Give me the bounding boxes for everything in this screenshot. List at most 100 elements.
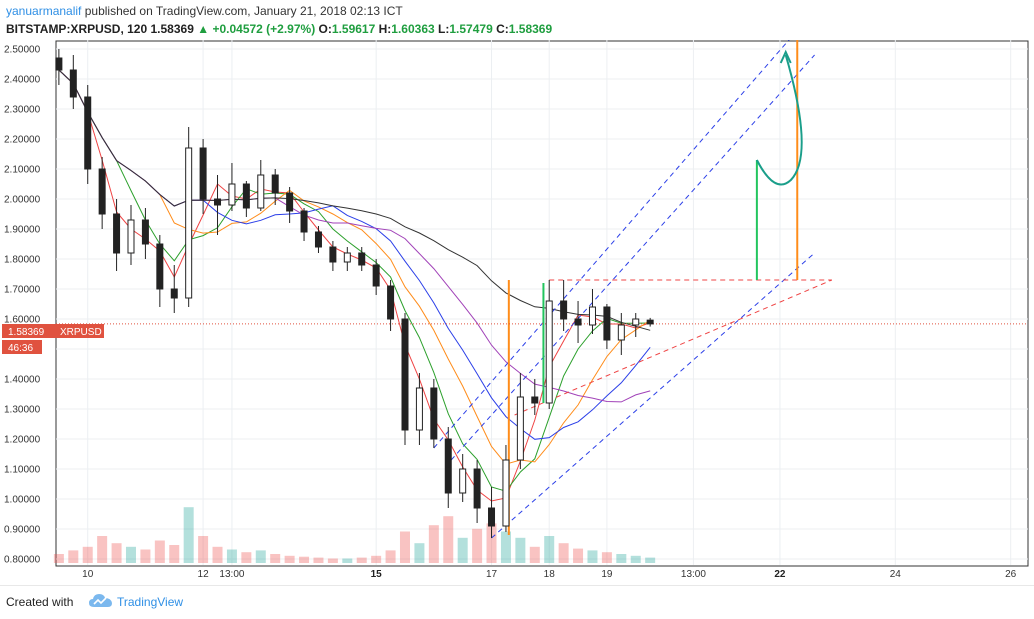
volume-bar [183,507,194,563]
created-with-text: Created with [6,595,74,609]
y-tick-label: 1.20000 [4,435,41,446]
footer: Created with TradingView [0,585,1034,619]
candle-body [69,69,77,98]
moving-averages [58,69,651,502]
volume-bar [500,531,511,563]
candle-body [415,387,423,431]
candle [257,160,265,211]
candle [113,199,121,271]
y-tick-label: 2.40000 [4,75,41,86]
candle [488,487,496,538]
candle-body [358,252,366,266]
plot-frame [55,40,1029,567]
price-chart[interactable]: 2.50000 2.40000 2.30000 2.20000 2.10000 2.000… [0,40,1034,584]
volume-bar [356,557,367,563]
candle [502,445,510,532]
symbol-label: BITSTAMP:XRPUSD, 120 [6,22,148,36]
candle-body [55,57,63,71]
y-tick-label: 2.30000 [4,105,41,116]
volume-bar [327,558,338,563]
volume-bar [125,546,136,563]
candle [387,280,395,331]
up-arrow-icon: ▲ [197,22,210,36]
candle-body [228,183,236,206]
candle-body [242,183,250,209]
candle-body [545,300,553,404]
candle-body [113,213,121,254]
candle [358,247,366,271]
candle-body [603,306,611,341]
high-value: 1.60363 [391,22,435,36]
candle-body [444,438,452,494]
volume-bar [270,554,281,563]
candles [55,49,654,538]
candle [271,169,279,205]
low-label: L: [438,22,450,36]
author-link[interactable]: yanuarmanalif [6,4,82,18]
candle-body [516,396,524,461]
candle [314,226,322,253]
channel-upper-line [433,40,790,449]
volume-bar [645,557,656,563]
y-tick-label: 0.80000 [4,555,41,566]
price-tag-symbol: XRPUSD [60,327,102,338]
volume-bar [97,536,108,563]
x-tick-label: 10 [82,569,94,580]
candle-body [329,246,337,263]
candle-body [199,147,207,200]
price-axis[interactable]: 2.50000 2.40000 2.30000 2.20000 2.10000 2.000… [4,45,41,566]
candle-body [459,468,467,494]
volume-bar [140,549,151,563]
arrow-head-icon [779,49,792,64]
price-tag-value: 1.58369 [8,327,45,338]
candle-body [300,210,308,233]
volume-bars [53,507,656,563]
candle [574,301,582,343]
candle [430,379,438,448]
candle [55,49,63,85]
y-tick-label: 1.10000 [4,465,41,476]
x-tick-label: 13:00 [681,569,706,580]
candle [531,379,539,415]
candle [300,208,308,241]
candle [473,460,481,523]
candle [329,241,337,271]
candle-body [617,324,625,341]
chart-header: yanuarmanalif published on TradingView.c… [0,0,1034,40]
volume-bar [371,555,382,563]
volume-bar [399,531,410,563]
candle-body [185,147,193,299]
volume-bar [428,525,439,563]
volume-bar [342,558,353,563]
candle [459,454,467,502]
candle [127,205,135,265]
volume-bar [515,537,526,563]
candle [632,313,640,337]
volume-bar [154,540,165,563]
y-tick-label: 1.70000 [4,285,41,296]
time-axis[interactable]: 10 12 13:00 15 17 18 19 13:00 22 24 26 [82,569,1017,580]
candle-body [127,219,135,254]
price-tag-box [2,324,104,338]
candle [98,157,106,229]
last-price: 1.58369 [150,22,194,36]
x-tick-label: 15 [371,569,383,580]
x-tick-label: 12 [198,569,210,580]
candle-body [430,387,438,440]
channel-mid-line [450,54,815,461]
publish-info: published on TradingView.com, January 21… [84,4,403,18]
volume-bar [443,516,454,563]
candle [141,208,149,259]
volume-bar [68,550,79,563]
y-tick-label: 2.20000 [4,135,41,146]
candle [372,259,380,295]
candle-body [372,264,380,287]
projection-arrow [755,54,803,186]
high-label: H: [378,22,392,36]
candle-body [401,318,409,431]
candle [286,187,294,223]
volume-bar [457,537,468,563]
tradingview-link[interactable]: TradingView [117,595,184,609]
candle [156,235,164,307]
candle-body [343,252,351,263]
